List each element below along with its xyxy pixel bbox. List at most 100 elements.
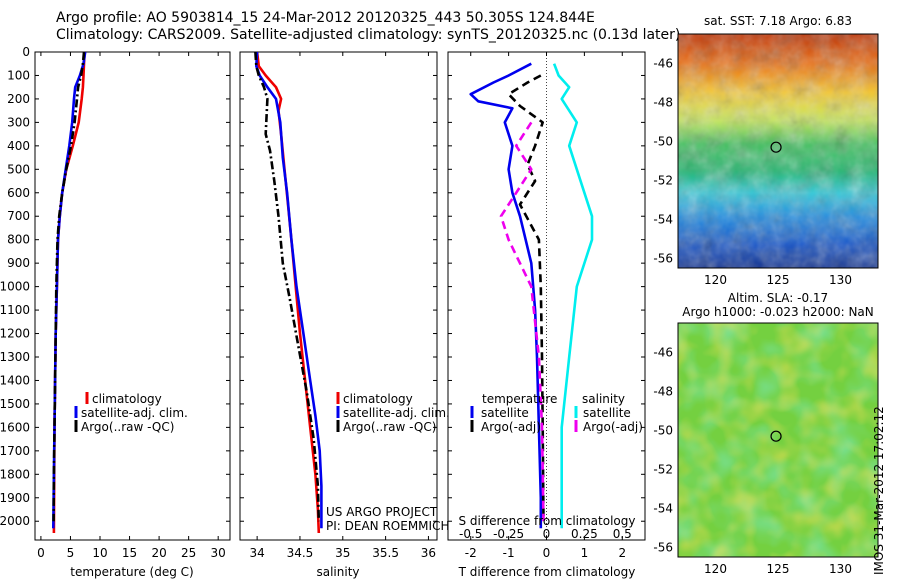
map-x-tick-label: 130 xyxy=(829,273,852,287)
sst-map-argo-marker xyxy=(770,141,782,153)
difference-legend-t-argo: Argo(-adj) xyxy=(481,420,541,434)
salinity-axes xyxy=(239,51,438,541)
x-tick-label: 34 xyxy=(249,546,264,560)
map-x-tick-label: 125 xyxy=(767,273,790,287)
salinity-legend-argo: Argo(..raw -QC) xyxy=(343,420,436,434)
temperature-axes xyxy=(34,51,231,541)
sla-map-title: Altim. SLA: -0.17 xyxy=(728,291,828,305)
x-tick-label: 20 xyxy=(151,546,166,560)
series-line-satelliteadjclim xyxy=(254,51,323,529)
y-tick-label: 300 xyxy=(7,115,30,129)
map-y-tick-label: -54 xyxy=(653,501,673,515)
x-tick-label: 0 xyxy=(543,546,551,560)
y-tick-label: 1300 xyxy=(0,350,30,364)
difference-legend: temperature salinity satellite Argo(-adj… xyxy=(470,392,643,434)
temperature-legend: climatology satellite-adj. clim. Argo(..… xyxy=(74,392,188,434)
difference-legend-s-argo: Argo(-adj) xyxy=(583,420,643,434)
difference-legend-t-satellite: satellite xyxy=(481,406,529,420)
salinity-legend-satellite: satellite-adj. clim. xyxy=(343,406,450,420)
y-tick-label: 2000 xyxy=(0,514,30,528)
y-tick-label: 1600 xyxy=(0,420,30,434)
series-line-argorawqc xyxy=(254,51,321,522)
x-tick-label: 5 xyxy=(67,546,75,560)
x-tick-label: 30 xyxy=(211,546,226,560)
figure-title-line1: Argo profile: AO 5903814_15 24-Mar-2012 … xyxy=(56,10,595,26)
map-y-tick-label: -50 xyxy=(653,423,673,437)
map-x-tick-label: 125 xyxy=(767,562,790,576)
map-y-tick-label: -52 xyxy=(653,462,673,476)
y-tick-label: 1800 xyxy=(0,467,30,481)
x-tick-label: 10 xyxy=(92,546,107,560)
sla-map-image xyxy=(678,323,878,557)
figure-title-line2: Climatology: CARS2009. Satellite-adjuste… xyxy=(56,27,681,43)
map-y-tick-label: -56 xyxy=(653,251,673,265)
map-x-tick-label: 120 xyxy=(704,562,727,576)
salinity-legend: climatology satellite-adj. clim. Argo(..… xyxy=(326,392,450,533)
map-y-tick-label: -46 xyxy=(653,345,673,359)
y-tick-label: 1000 xyxy=(0,280,30,294)
y-tick-label: 900 xyxy=(7,256,30,270)
x-tick-label: -2 xyxy=(465,546,477,560)
imos-timestamp: IMOS 31-Mar-2012 17:02:12 xyxy=(872,406,886,575)
sst-map-frame xyxy=(677,33,879,269)
sst-map-title: sat. SST: 7.18 Argo: 6.83 xyxy=(704,14,852,28)
series-line-salinity-argoadj xyxy=(499,121,545,522)
y-tick-label: 700 xyxy=(7,209,30,223)
y-tick-label: 1100 xyxy=(0,303,30,317)
sst-map-image xyxy=(678,34,878,268)
y-tick-label: 400 xyxy=(7,139,30,153)
salinity-legend-climatology: climatology xyxy=(343,392,413,406)
difference-legend-salinity-title: salinity xyxy=(582,392,625,406)
x-tick-label: -1 xyxy=(503,546,515,560)
map-y-tick-label: -52 xyxy=(653,173,673,187)
y-tick-label: 100 xyxy=(7,68,30,82)
series-line-salinity-satellite xyxy=(552,63,594,529)
map-y-tick-label: -48 xyxy=(653,384,673,398)
y-tick-label: 1200 xyxy=(0,327,30,341)
difference-legend-s-satellite: satellite xyxy=(583,406,631,420)
difference-legend-temperature-title: temperature xyxy=(482,392,557,406)
map-x-tick-label: 130 xyxy=(829,562,852,576)
series-line-climatology xyxy=(52,51,86,534)
map-y-tick-label: -46 xyxy=(653,56,673,70)
y-tick-label: 500 xyxy=(7,162,30,176)
map-y-tick-label: -56 xyxy=(653,540,673,554)
difference-xlabel: T difference from climatology xyxy=(458,565,636,579)
y-tick-label: 600 xyxy=(7,186,30,200)
x-tick-label: 35.5 xyxy=(372,546,399,560)
x-tick-label: 0 xyxy=(37,546,45,560)
series-line-temperature-satellite xyxy=(469,62,543,529)
sla-map-argo-marker xyxy=(770,430,782,442)
x-tick-label: 1 xyxy=(581,546,589,560)
x-tick-label: 36 xyxy=(421,546,436,560)
temperature-xlabel: temperature (deg C) xyxy=(70,565,193,579)
salinity-annotation-pi: PI: DEAN ROEMMICH xyxy=(326,519,449,533)
top-x-tick-label: 0.5 xyxy=(613,527,632,541)
temperature-legend-climatology: climatology xyxy=(92,392,162,406)
x-tick-label: 34.5 xyxy=(287,546,314,560)
sla-map-frame xyxy=(677,322,879,558)
y-tick-label: 200 xyxy=(7,92,30,106)
top-x-tick-label: -0.25 xyxy=(493,527,524,541)
y-tick-label: 1700 xyxy=(0,444,30,458)
salinity-xlabel: salinity xyxy=(316,565,359,579)
y-tick-label: 1400 xyxy=(0,373,30,387)
temperature-legend-satellite: satellite-adj. clim. xyxy=(81,406,188,420)
x-tick-label: 2 xyxy=(618,546,626,560)
y-tick-label: 1500 xyxy=(0,397,30,411)
top-x-tick-label: -0.5 xyxy=(459,527,482,541)
x-tick-label: 35 xyxy=(335,546,350,560)
salinity-annotation-project: US ARGO PROJECT xyxy=(326,505,438,519)
y-tick-label: 1900 xyxy=(0,491,30,505)
series-line-temperature-argoadj xyxy=(507,74,545,522)
map-y-tick-label: -54 xyxy=(653,212,673,226)
x-tick-label: 25 xyxy=(181,546,196,560)
map-x-tick-label: 120 xyxy=(704,273,727,287)
difference-top-xlabel: S difference from climatology xyxy=(459,514,636,528)
top-x-tick-label: 0.25 xyxy=(571,527,598,541)
map-y-tick-label: -48 xyxy=(653,95,673,109)
series-line-satelliteadjclim xyxy=(52,51,87,529)
map-y-tick-label: -50 xyxy=(653,134,673,148)
y-tick-label: 0 xyxy=(22,45,30,59)
